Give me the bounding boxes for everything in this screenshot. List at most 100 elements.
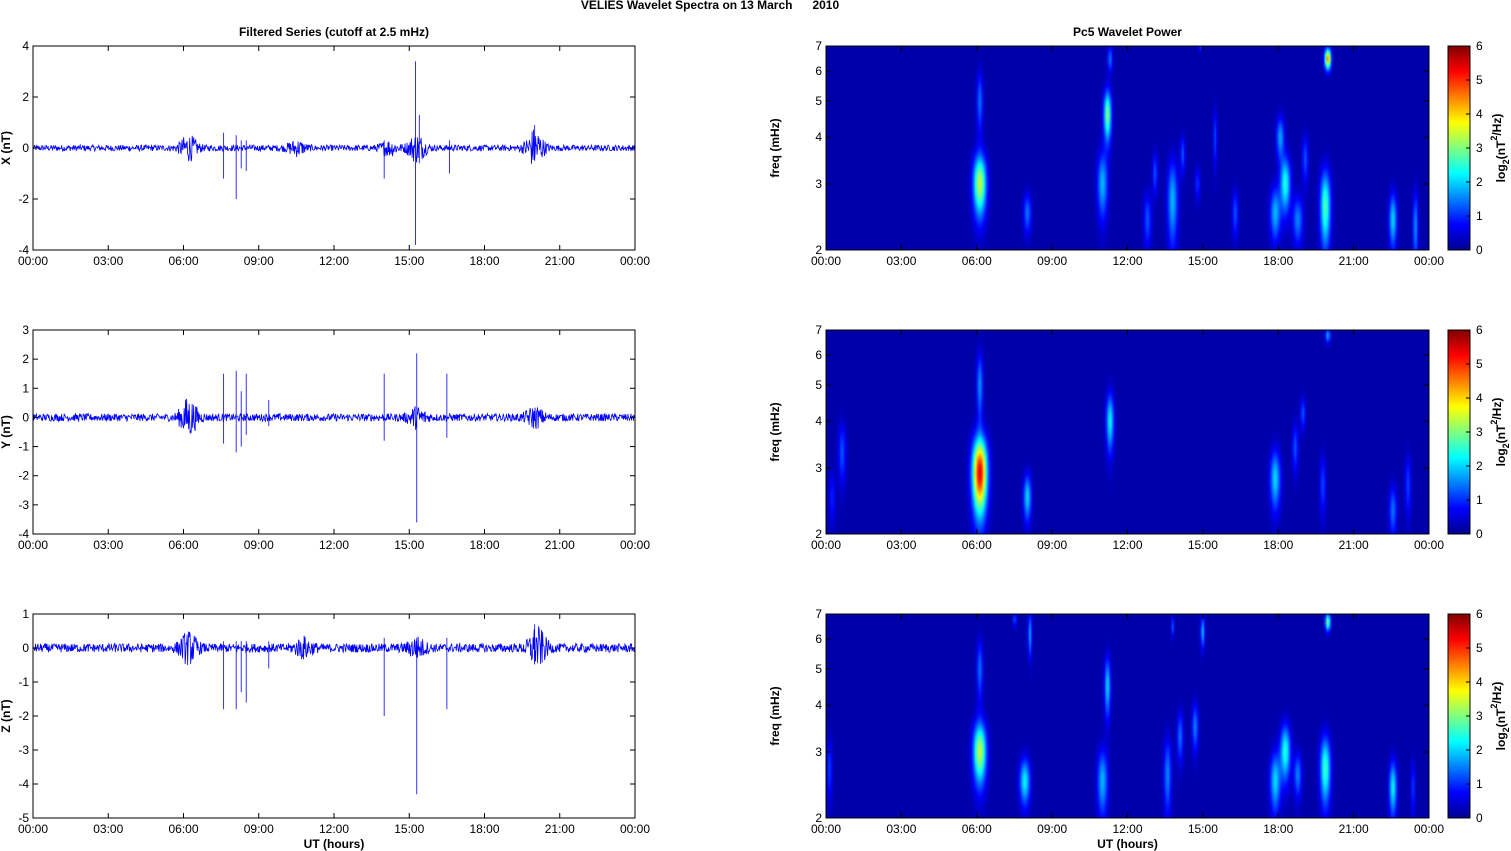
x-tick-label: 09:00 bbox=[1037, 538, 1067, 552]
x-tick-label: 00:00 bbox=[811, 538, 841, 552]
x-tick-label: 12:00 bbox=[1112, 538, 1142, 552]
x-tick-label: 00:00 bbox=[620, 538, 650, 552]
colorbar-tick-label: 3 bbox=[1476, 425, 1483, 439]
x-tick-label: 03:00 bbox=[93, 822, 123, 836]
y-tick-label: 5 bbox=[815, 662, 822, 676]
x-tick-label: 18:00 bbox=[469, 822, 499, 836]
panel-title: Pc5 Wavelet Power bbox=[1073, 25, 1182, 39]
x-tick-label: 06:00 bbox=[962, 538, 992, 552]
y-tick-label: -1 bbox=[18, 440, 29, 454]
colorbar-tick-label: 1 bbox=[1476, 777, 1483, 791]
y-tick-label: 7 bbox=[815, 323, 822, 337]
colorbar-tick-label: 6 bbox=[1476, 39, 1483, 53]
series-line bbox=[32, 398, 636, 434]
colorbar-tick-label: 2 bbox=[1476, 743, 1483, 757]
colorbar-label-part: log bbox=[1494, 732, 1508, 750]
y-tick-label: 2 bbox=[815, 527, 822, 541]
filtered-z-panel: 10-1-2-3-4-500:00 03:00 06:00 09:00 12:00 15:… bbox=[0, 607, 650, 851]
y-tick-label: 3 bbox=[815, 177, 822, 191]
y-tick-label: -5 bbox=[18, 811, 29, 825]
y-tick-label: 6 bbox=[815, 64, 822, 78]
y-tick-label: -2 bbox=[18, 469, 29, 483]
wavelet-z-panel: 2 3 4 5 6 7 00:00 03:00 06:00 09:00 12:00 15:00 18:0… bbox=[768, 607, 1511, 851]
y-tick-label: 5 bbox=[815, 378, 822, 392]
x-tick-label: 06:00 bbox=[168, 538, 198, 552]
x-tick-label: 09:00 bbox=[244, 538, 274, 552]
y-tick-label: 4 bbox=[815, 698, 822, 712]
x-tick-label: 09:00 bbox=[1037, 822, 1067, 836]
x-tick-label: 12:00 bbox=[319, 538, 349, 552]
wavelet-power-map bbox=[826, 46, 1429, 250]
x-tick-label: 03:00 bbox=[93, 254, 123, 268]
y-tick-label: 0 bbox=[22, 141, 29, 155]
colorbar-label-part: (nT bbox=[1494, 708, 1508, 727]
colorbar-tick-label: 2 bbox=[1476, 459, 1483, 473]
wavelet-power-map bbox=[826, 614, 1429, 818]
y-axis-label: Y (nT) bbox=[0, 415, 13, 449]
colorbar-tick-label: 0 bbox=[1476, 243, 1483, 257]
x-tick-label: 15:00 bbox=[1188, 538, 1218, 552]
y-tick-label: 1 bbox=[22, 607, 29, 621]
x-tick-label: 00:00 bbox=[811, 822, 841, 836]
colorbar-tick-label: 0 bbox=[1476, 527, 1483, 541]
y-tick-label: 1 bbox=[22, 381, 29, 395]
wavelet-x-panel: Pc5 Wavelet Power 2 3 4 5 6 7 00:00 03:00 06:00 09… bbox=[768, 25, 1511, 268]
x-tick-label: 00:00 bbox=[620, 822, 650, 836]
x-tick-label: 21:00 bbox=[1339, 822, 1369, 836]
colorbar-label-part: /Hz) bbox=[1490, 682, 1504, 704]
panel-title: Filtered Series (cutoff at 2.5 mHz) bbox=[239, 25, 429, 39]
colorbar-label-part: 2 bbox=[1489, 420, 1499, 425]
x-tick-label: 15:00 bbox=[1188, 822, 1218, 836]
colorbar-tick-label: 1 bbox=[1476, 493, 1483, 507]
colorbar-tick-label: 5 bbox=[1476, 357, 1483, 371]
colorbar-label-part: 2 bbox=[1489, 704, 1499, 709]
colorbar-tick-label: 5 bbox=[1476, 73, 1483, 87]
colorbar-tick-label: 4 bbox=[1476, 391, 1483, 405]
wavelet-power-map bbox=[826, 330, 1429, 534]
y-tick-label: 2 bbox=[22, 352, 29, 366]
colorbar-label-part: log bbox=[1494, 448, 1508, 466]
y-axis-label: Z (nT) bbox=[0, 699, 13, 732]
y-tick-label: -4 bbox=[18, 527, 29, 541]
colorbar-tick-label: 6 bbox=[1476, 607, 1483, 621]
x-tick-label: 15:00 bbox=[1188, 254, 1218, 268]
y-tick-label: -3 bbox=[18, 498, 29, 512]
colorbar-label-part: 2 bbox=[1489, 136, 1499, 141]
x-tick-label: 06:00 bbox=[962, 254, 992, 268]
x-tick-label: 06:00 bbox=[962, 822, 992, 836]
x-tick-label: 00:00 bbox=[1414, 254, 1444, 268]
x-tick-label: 12:00 bbox=[1112, 254, 1142, 268]
x-tick-label: 18:00 bbox=[1263, 254, 1293, 268]
x-tick-label: 03:00 bbox=[886, 822, 916, 836]
y-tick-label: 2 bbox=[22, 90, 29, 104]
colorbar-tick-label: 1 bbox=[1476, 209, 1483, 223]
y-axis-label: X (nT) bbox=[0, 131, 13, 165]
colorbar-label-part: log bbox=[1494, 164, 1508, 182]
x-tick-label: 00:00 bbox=[18, 538, 48, 552]
x-tick-label: 18:00 bbox=[1263, 538, 1293, 552]
x-tick-label: 15:00 bbox=[394, 538, 424, 552]
colorbar-label-part: 2 bbox=[1501, 443, 1511, 448]
x-tick-label: 12:00 bbox=[319, 254, 349, 268]
colorbar-label-part: 2 bbox=[1501, 159, 1511, 164]
colorbar-tick-label: 6 bbox=[1476, 323, 1483, 337]
y-tick-label: -4 bbox=[18, 243, 29, 257]
x-tick-label: 12:00 bbox=[1112, 822, 1142, 836]
y-tick-label: 3 bbox=[22, 323, 29, 337]
x-tick-label: 15:00 bbox=[394, 254, 424, 268]
x-tick-label: 21:00 bbox=[1339, 254, 1369, 268]
x-tick-label: 03:00 bbox=[886, 538, 916, 552]
y-axis-label: freq (mHz) bbox=[768, 686, 782, 745]
y-tick-label: 4 bbox=[22, 39, 29, 53]
colorbar-tick-label: 4 bbox=[1476, 107, 1483, 121]
colorbar-label: log2(nT2/Hz) bbox=[1489, 682, 1511, 751]
y-tick-label: 7 bbox=[815, 607, 822, 621]
series-line bbox=[32, 129, 636, 164]
y-tick-label: 4 bbox=[815, 130, 822, 144]
colorbar-tick-label: 0 bbox=[1476, 811, 1483, 825]
colorbar-label: log2(nT2/Hz) bbox=[1489, 114, 1511, 183]
x-tick-label: 00:00 bbox=[620, 254, 650, 268]
y-tick-label: 2 bbox=[815, 811, 822, 825]
y-axis-label: freq (mHz) bbox=[768, 402, 782, 461]
